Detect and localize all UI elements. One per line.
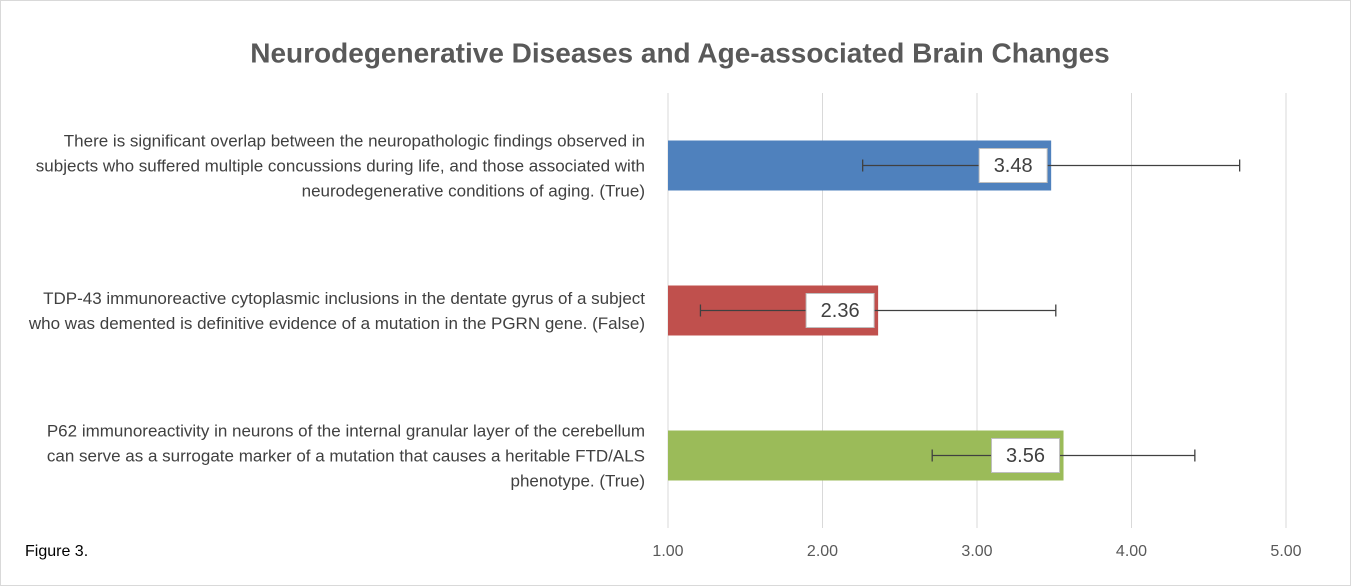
category-label: There is significant overlap between the… xyxy=(35,131,645,200)
category-label: TDP-43 immunoreactive cytoplasmic inclus… xyxy=(28,288,645,333)
x-tick-label: 1.00 xyxy=(652,543,683,560)
x-tick-label: 5.00 xyxy=(1270,543,1301,560)
x-tick-label: 4.00 xyxy=(1116,543,1147,560)
value-label: 2.36 xyxy=(821,300,860,322)
value-label-box xyxy=(978,148,1048,183)
value-label: 3.48 xyxy=(994,155,1033,177)
chart-title: Neurodegenerative Diseases and Age-assoc… xyxy=(250,37,1110,68)
x-tick-label: 3.00 xyxy=(961,543,992,560)
value-label: 3.56 xyxy=(1006,445,1045,467)
x-tick-label: 2.00 xyxy=(807,543,838,560)
category-label: P62 immunoreactivity in neurons of the i… xyxy=(46,421,645,490)
value-label-box xyxy=(805,293,875,328)
caption: Figure 3. xyxy=(25,543,88,560)
value-label-box xyxy=(991,438,1061,473)
